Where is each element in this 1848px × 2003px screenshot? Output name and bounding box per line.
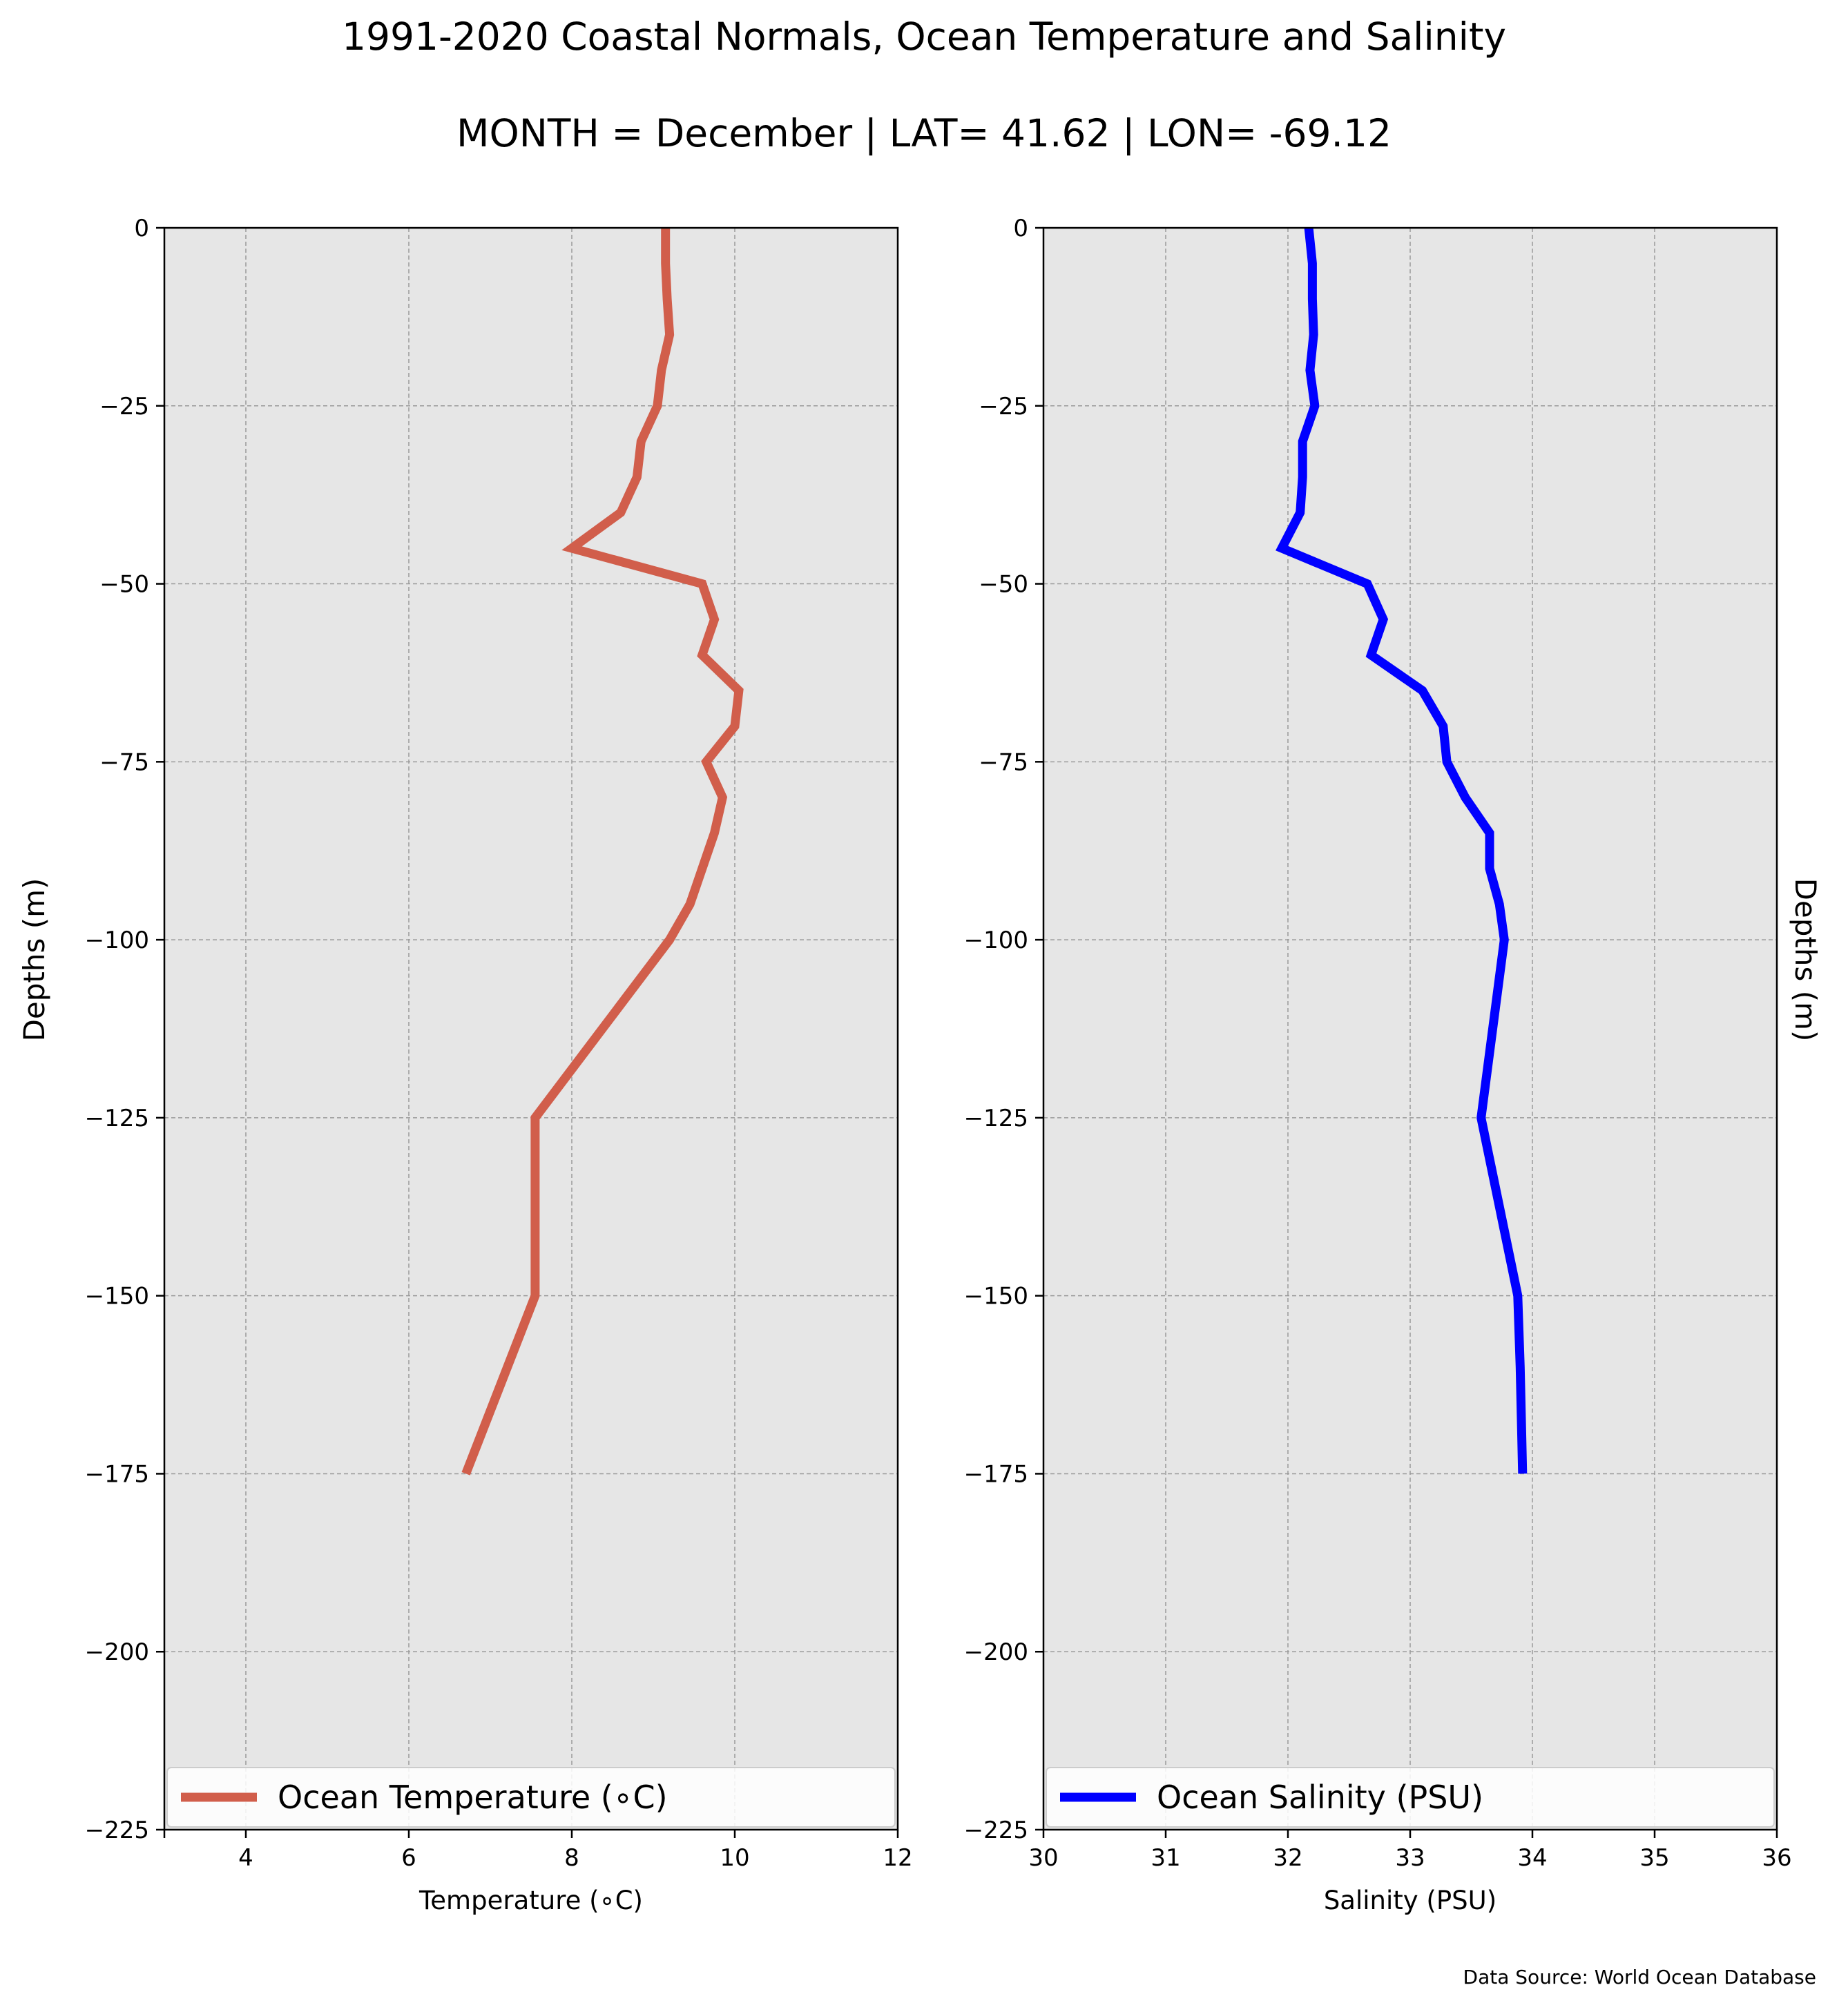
temperature-x-tick-label: 10: [720, 1844, 749, 1872]
chart-title: 1991-2020 Coastal Normals, Ocean Tempera…: [342, 14, 1506, 59]
salinity-x-tick-label: 33: [1395, 1844, 1425, 1872]
salinity-y-tick-label: 0: [1013, 215, 1028, 242]
temperature-legend-box: [166, 1767, 896, 1828]
salinity-series-line: [1276, 227, 1528, 1474]
right-y-axis-label: Depths (m): [1789, 878, 1822, 1042]
temperature-y-tick-label: −125: [85, 1105, 149, 1132]
temperature-x-tick-label: 8: [564, 1844, 579, 1872]
salinity-x-axis-label: Salinity (PSU): [1324, 1886, 1496, 1915]
temperature-panel: 0 −25 −50 −75 −100 −125 −150 −175 −200 −225 4 6 8 10 1…: [85, 215, 913, 1915]
temperature-axes-frame: [163, 226, 899, 1831]
salinity-x-tick-label: 31: [1151, 1844, 1180, 1872]
temperature-y-tick-label: −200: [85, 1638, 149, 1666]
temperature-y-tick-label: −175: [85, 1460, 149, 1488]
temperature-legend-label: Ocean Temperature (∘C): [278, 1779, 668, 1816]
salinity-y-tick-label: −25: [979, 393, 1028, 420]
temperature-y-tick-label: 0: [134, 215, 149, 242]
temperature-y-tick-label: −25: [99, 393, 149, 420]
temperature-series-line: [461, 228, 744, 1475]
salinity-y-tick-label: −225: [964, 1817, 1028, 1844]
salinity-legend-box: [1046, 1767, 1775, 1828]
left-y-axis-label: Depths (m): [17, 878, 51, 1042]
salinity-y-tick-label: −75: [979, 748, 1028, 776]
chart-subtitle: MONTH = December | LAT= 41.62 | LON= -69…: [456, 111, 1392, 156]
temperature-x-tick-label: 12: [883, 1844, 912, 1872]
salinity-x-tick-label: 30: [1028, 1844, 1058, 1872]
salinity-y-tick-label: −125: [964, 1105, 1028, 1132]
salinity-legend-label: Ocean Salinity (PSU): [1157, 1779, 1483, 1816]
temperature-y-tick-label: −225: [85, 1817, 149, 1844]
temperature-y-tick-label: −100: [85, 927, 149, 954]
salinity-y-tick-label: −100: [964, 927, 1028, 954]
salinity-x-tick-label: 36: [1762, 1844, 1791, 1872]
data-source-note: Data Source: World Ocean Database: [1463, 1966, 1816, 1989]
temperature-x-axis-label: Temperature (∘C): [418, 1886, 643, 1915]
temperature-x-tick-label: 4: [238, 1844, 253, 1872]
salinity-x-tick-label: 32: [1273, 1844, 1302, 1872]
temperature-y-tick-label: −150: [85, 1283, 149, 1310]
salinity-y-tick-label: −175: [964, 1460, 1028, 1488]
salinity-y-tick-label: −50: [979, 571, 1028, 599]
salinity-x-tick-label: 34: [1517, 1844, 1547, 1872]
temperature-x-tick-label: 6: [401, 1844, 416, 1872]
salinity-x-tick-label: 35: [1639, 1844, 1669, 1872]
temperature-y-tick-label: −75: [99, 748, 149, 776]
salinity-y-tick-label: −200: [964, 1638, 1028, 1666]
temperature-y-tick-label: −50: [99, 571, 149, 599]
temperature-plot-area: [164, 228, 898, 1830]
salinity-y-tick-label: −150: [964, 1283, 1028, 1310]
